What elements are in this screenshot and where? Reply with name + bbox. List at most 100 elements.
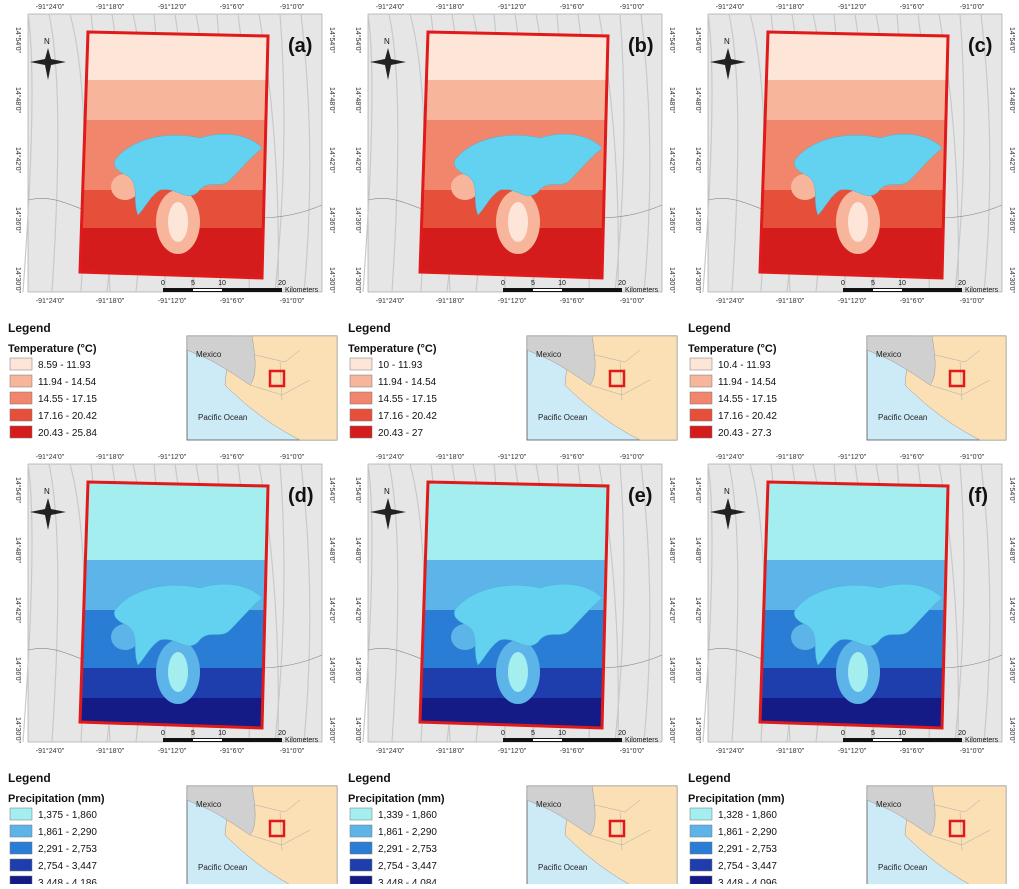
legend-swatch bbox=[349, 391, 373, 405]
latitude-label: 14°48'0" bbox=[694, 537, 702, 564]
legend-swatch bbox=[9, 807, 33, 821]
inset-study-area bbox=[268, 369, 286, 388]
class-band bbox=[760, 80, 948, 120]
lake bbox=[794, 583, 943, 666]
inset-ocean-label: Pacific Ocean bbox=[878, 413, 927, 422]
latitude-label: 14°30'0" bbox=[668, 267, 676, 294]
scale-tick: 5 bbox=[871, 280, 875, 287]
terrain-line bbox=[614, 463, 625, 743]
class-band bbox=[760, 32, 948, 80]
study-area bbox=[760, 32, 948, 278]
longitude-label: -91°18'0" bbox=[96, 453, 125, 461]
latitude-label: 14°42'0" bbox=[14, 147, 22, 174]
panel-label: (a) bbox=[288, 35, 312, 57]
legend-class: 20.43 - 27 bbox=[378, 428, 423, 439]
latitude-label: 14°54'0" bbox=[668, 477, 676, 504]
latitude-label: 14°42'0" bbox=[354, 147, 362, 174]
latitude-label: 14°48'0" bbox=[1008, 537, 1016, 564]
longitude-label: -91°18'0" bbox=[436, 297, 465, 305]
legend-title: Temperature (°C) bbox=[688, 343, 777, 355]
latitude-label: 14°48'0" bbox=[668, 87, 676, 114]
study-area-border bbox=[758, 480, 950, 730]
terrain-line bbox=[48, 463, 59, 743]
longitude-label: -91°24'0" bbox=[376, 747, 405, 755]
panel-label: (c) bbox=[968, 35, 992, 57]
longitude-label: -91°0'0" bbox=[960, 747, 985, 755]
inset-map: Mexico Pacific Ocean bbox=[866, 335, 1007, 441]
class-band bbox=[420, 32, 608, 80]
legend-heading: Legend bbox=[8, 321, 51, 335]
longitude-label: -91°6'0" bbox=[900, 453, 925, 461]
scale-tick: 20 bbox=[958, 730, 966, 737]
legend-heading: Legend bbox=[348, 321, 391, 335]
terrain-line bbox=[388, 13, 399, 293]
legend-swatch bbox=[689, 841, 713, 855]
latitude-label: 14°48'0" bbox=[328, 87, 336, 114]
legend-class: 2,754 - 3,447 bbox=[38, 861, 97, 872]
class-band bbox=[420, 482, 608, 560]
legend-heading: Legend bbox=[688, 321, 731, 335]
legend-swatch bbox=[689, 425, 713, 439]
terrain-line bbox=[48, 13, 59, 293]
legend-heading: Legend bbox=[688, 771, 731, 785]
panel: (f) N -91°24'0" -91°24'0" -91°18'0" -91°18'0"… bbox=[688, 453, 1016, 889]
study-area bbox=[420, 482, 608, 728]
longitude-label: -91°6'0" bbox=[560, 747, 585, 755]
latitude-label: 14°48'0" bbox=[14, 87, 22, 114]
north-label: N bbox=[724, 487, 730, 496]
legend-swatch bbox=[689, 824, 713, 838]
legend-class: 10 - 11.93 bbox=[378, 360, 423, 371]
inset-mexico bbox=[526, 335, 596, 386]
class-band bbox=[80, 482, 268, 560]
legend-swatch bbox=[349, 374, 373, 388]
legend-class: 1,861 - 2,290 bbox=[378, 827, 437, 838]
scale-unit: Kilometers bbox=[285, 287, 319, 294]
inset-mexico bbox=[866, 785, 936, 836]
legend-class: 17.16 - 20.42 bbox=[38, 411, 97, 422]
panel-label: (f) bbox=[968, 485, 988, 507]
longitude-label: -91°18'0" bbox=[776, 747, 805, 755]
latitude-label: 14°54'0" bbox=[694, 477, 702, 504]
panel: (d) N -91°24'0" -91°24'0" -91°18'0" -91°18'0"… bbox=[8, 453, 338, 889]
study-area bbox=[760, 482, 948, 728]
longitude-label: -91°0'0" bbox=[960, 453, 985, 461]
longitude-label: -91°12'0" bbox=[838, 297, 867, 305]
longitude-label: -91°6'0" bbox=[220, 297, 245, 305]
latitude-label: 14°42'0" bbox=[14, 597, 22, 624]
legend-swatch bbox=[689, 357, 713, 371]
longitude-label: -91°18'0" bbox=[776, 3, 805, 11]
terrain-line bbox=[702, 13, 713, 293]
longitude-label: -91°24'0" bbox=[36, 3, 65, 11]
legend-class: 20.43 - 25.84 bbox=[38, 428, 97, 439]
longitude-label: -91°0'0" bbox=[280, 3, 305, 11]
legend-swatch bbox=[9, 841, 33, 855]
longitude-label: -91°24'0" bbox=[716, 453, 745, 461]
north-arrow bbox=[30, 498, 66, 530]
latitude-label: 14°36'0" bbox=[14, 657, 22, 684]
latitude-label: 14°54'0" bbox=[354, 477, 362, 504]
legend-swatch bbox=[9, 875, 33, 889]
legend-swatch bbox=[689, 374, 713, 388]
legend-class: 17.16 - 20.42 bbox=[718, 411, 777, 422]
longitude-label: -91°0'0" bbox=[620, 297, 645, 305]
inset-study-area bbox=[608, 369, 626, 388]
longitude-label: -91°12'0" bbox=[498, 297, 527, 305]
longitude-label: -91°12'0" bbox=[498, 747, 527, 755]
latitude-label: 14°48'0" bbox=[1008, 87, 1016, 114]
inset-country: Mexico bbox=[536, 350, 562, 359]
longitude-label: -91°24'0" bbox=[716, 747, 745, 755]
legend-title: Precipitation (mm) bbox=[8, 793, 105, 805]
terrain-line bbox=[728, 13, 739, 293]
longitude-label: -91°12'0" bbox=[498, 453, 527, 461]
legend-swatch bbox=[349, 425, 373, 439]
legend-class: 20.43 - 27.3 bbox=[718, 428, 772, 439]
longitude-label: -91°18'0" bbox=[436, 453, 465, 461]
longitude-label: -91°12'0" bbox=[838, 747, 867, 755]
north-arrow bbox=[710, 498, 746, 530]
study-area-border bbox=[78, 30, 270, 280]
inset-study-area bbox=[948, 369, 966, 388]
longitude-label: -91°0'0" bbox=[280, 747, 305, 755]
inset-borders bbox=[929, 799, 991, 851]
terrain-line bbox=[640, 463, 651, 743]
longitude-label: -91°24'0" bbox=[376, 3, 405, 11]
